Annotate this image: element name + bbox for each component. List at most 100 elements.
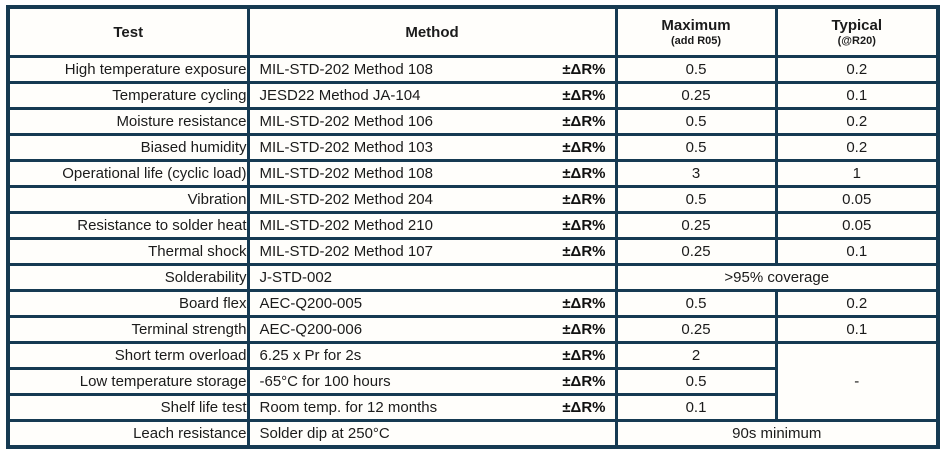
test-cell: Terminal strength (6, 315, 250, 344)
delta-r-label: ±ΔR% (562, 165, 606, 182)
typical-cell: 0.2 (774, 289, 940, 318)
merged-coverage-cell: >95% coverage (614, 263, 940, 292)
test-cell: Biased humidity (6, 133, 250, 162)
table-row: Biased humidity MIL-STD-202 Method 103 ±Δ… (6, 133, 940, 162)
delta-r-label: ±ΔR% (562, 347, 606, 364)
table-row: Terminal strength AEC-Q200-006 ±ΔR% 0.25 … (6, 315, 940, 344)
maximum-cell: 0.5 (614, 107, 778, 136)
test-cell: Short term overload (6, 341, 250, 370)
table-row: High temperature exposure MIL-STD-202 Me… (6, 55, 940, 84)
delta-r-label: ±ΔR% (562, 399, 606, 416)
table-body: High temperature exposure MIL-STD-202 Me… (6, 55, 940, 448)
header-method-label: Method (405, 23, 459, 41)
test-cell: Low temperature storage (6, 367, 250, 396)
table-row: Operational life (cyclic load) MIL-STD-2… (6, 159, 940, 188)
table-row: Shelf life test Room temp. for 12 months… (6, 393, 938, 422)
maximum-cell: 2 (614, 341, 778, 370)
method-text: MIL-STD-202 Method 210 (259, 217, 433, 234)
maximum-cell: 0.5 (614, 55, 778, 84)
maximum-cell: 0.25 (614, 211, 778, 240)
method-cell: Solder dip at 250°C (246, 419, 618, 448)
delta-r-label: ±ΔR% (562, 61, 606, 78)
header-method: Method (246, 5, 618, 58)
merged-typical-dash-cell: - (774, 341, 940, 422)
header-test: Test (6, 5, 250, 58)
method-cell: -65°C for 100 hours ±ΔR% (246, 367, 618, 396)
table-row: Vibration MIL-STD-202 Method 204 ±ΔR% 0.5… (6, 185, 940, 214)
maximum-cell: 0.5 (614, 185, 778, 214)
method-cell: MIL-STD-202 Method 210 ±ΔR% (246, 211, 618, 240)
typical-cell: 1 (774, 159, 940, 188)
delta-r-label: ±ΔR% (562, 191, 606, 208)
method-text: AEC-Q200-005 (259, 295, 363, 312)
table-row: Short term overload 6.25 x Pr for 2s ±ΔR%… (6, 341, 940, 422)
test-cell: Thermal shock (6, 237, 250, 266)
delta-r-label: ±ΔR% (562, 87, 606, 104)
header-maximum: Maximum (add R05) (614, 5, 778, 58)
qualification-table: Test Method Maximum (add R05) Typical (@… (6, 5, 940, 449)
method-text: 6.25 x Pr for 2s (259, 347, 362, 364)
header-typical: Typical (@R20) (774, 5, 940, 58)
method-text: J-STD-002 (259, 269, 333, 286)
delta-r-label: ±ΔR% (562, 295, 606, 312)
method-cell: JESD22 Method JA-104 ±ΔR% (246, 81, 618, 110)
table-row: Moisture resistance MIL-STD-202 Method 1… (6, 107, 940, 136)
table-row: Thermal shock MIL-STD-202 Method 107 ±ΔR%… (6, 237, 940, 266)
typical-cell: 0.05 (774, 185, 940, 214)
method-text: AEC-Q200-006 (259, 321, 363, 338)
merged-minimum-cell: 90s minimum (614, 419, 940, 448)
method-cell: MIL-STD-202 Method 108 ±ΔR% (246, 159, 618, 188)
header-maximum-sublabel: (add R05) (670, 35, 722, 47)
delta-r-label: ±ΔR% (562, 217, 606, 234)
test-cell: High temperature exposure (6, 55, 250, 84)
table-row-solderability: Solderability J-STD-002 >95% coverage (6, 263, 940, 292)
delta-r-label: ±ΔR% (562, 113, 606, 130)
table-header: Test Method Maximum (add R05) Typical (@… (6, 5, 940, 58)
method-cell: J-STD-002 (246, 263, 618, 292)
test-cell: Operational life (cyclic load) (6, 159, 250, 188)
method-cell: 6.25 x Pr for 2s ±ΔR% (246, 341, 618, 370)
method-text: Room temp. for 12 months (259, 399, 438, 416)
method-text: -65°C for 100 hours (259, 373, 391, 390)
header-typical-label: Typical (831, 17, 883, 34)
maximum-cell: 0.5 (614, 289, 778, 318)
maximum-cell: 0.25 (614, 81, 778, 110)
typical-cell: 0.1 (774, 81, 940, 110)
maximum-cell: 0.5 (614, 367, 778, 396)
table-row: Resistance to solder heat MIL-STD-202 Me… (6, 211, 940, 240)
method-cell: MIL-STD-202 Method 107 ±ΔR% (246, 237, 618, 266)
test-cell: Vibration (6, 185, 250, 214)
header-maximum-label: Maximum (661, 17, 731, 34)
method-text: MIL-STD-202 Method 108 (259, 61, 433, 78)
test-cell: Board flex (6, 289, 250, 318)
table-row-leach: Leach resistance Solder dip at 250°C 90s… (6, 419, 940, 448)
test-cell: Resistance to solder heat (6, 211, 250, 240)
method-cell: MIL-STD-202 Method 108 ±ΔR% (246, 55, 618, 84)
method-text: MIL-STD-202 Method 204 (259, 191, 433, 208)
method-text: Solder dip at 250°C (259, 424, 390, 442)
method-cell: AEC-Q200-005 ±ΔR% (246, 289, 618, 318)
table-row: Board flex AEC-Q200-005 ±ΔR% 0.5 0.2 (6, 289, 940, 318)
delta-r-label: ±ΔR% (562, 139, 606, 156)
test-cell: Shelf life test (6, 393, 250, 422)
delta-r-label: ±ΔR% (562, 373, 606, 390)
typical-cell: 0.1 (774, 237, 940, 266)
table-row: Temperature cycling JESD22 Method JA-104… (6, 81, 940, 110)
method-cell: MIL-STD-202 Method 106 ±ΔR% (246, 107, 618, 136)
header-typical-sublabel: (@R20) (837, 35, 876, 47)
maximum-cell: 0.5 (614, 133, 778, 162)
delta-r-label: ±ΔR% (562, 243, 606, 260)
typical-cell: 0.2 (774, 133, 940, 162)
delta-r-label: ±ΔR% (562, 321, 606, 338)
method-text: MIL-STD-202 Method 106 (259, 113, 433, 130)
method-text: MIL-STD-202 Method 103 (259, 139, 433, 156)
method-cell: AEC-Q200-006 ±ΔR% (246, 315, 618, 344)
typical-cell: 0.2 (774, 55, 940, 84)
maximum-cell: 3 (614, 159, 778, 188)
typical-cell: 0.1 (774, 315, 940, 344)
test-cell: Leach resistance (6, 419, 250, 448)
typical-cell: 0.05 (774, 211, 940, 240)
method-text: JESD22 Method JA-104 (259, 87, 421, 104)
typical-cell: 0.2 (774, 107, 940, 136)
